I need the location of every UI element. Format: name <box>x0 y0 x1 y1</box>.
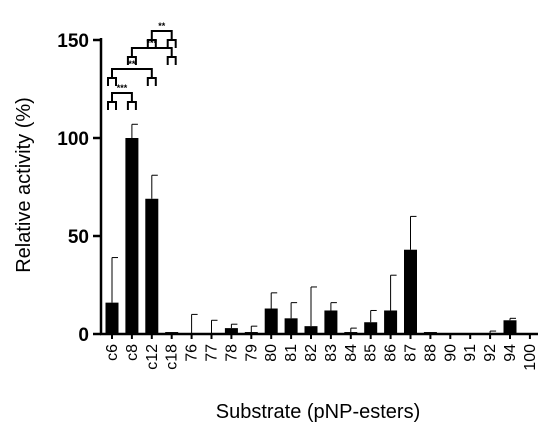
y-tick-label-0: 0 <box>78 325 89 346</box>
axes <box>93 38 538 339</box>
error-bar-78 <box>230 323 238 329</box>
sig-label-c6-c8: *** <box>117 83 128 93</box>
y-tick-label-50: 50 <box>68 227 89 248</box>
y-axis-title: Relative activity (%) <box>13 97 35 273</box>
sig-label-c12-c18: ** <box>158 21 166 31</box>
x-tick-label-94: 94 <box>502 344 519 362</box>
x-tick-label-88: 88 <box>422 344 439 362</box>
x-tick-label-82: 82 <box>303 344 320 362</box>
x-tick-label-c18: c18 <box>164 344 181 370</box>
x-tick-label-85: 85 <box>363 344 380 362</box>
x-tick-label-81: 81 <box>283 344 300 362</box>
error-bar-80 <box>270 292 278 309</box>
x-tick-label-83: 83 <box>323 344 340 362</box>
error-bar-c6 <box>111 257 118 303</box>
bar-94 <box>503 320 517 334</box>
error-bar-81 <box>290 302 298 319</box>
bars <box>105 138 537 334</box>
bar-81 <box>284 318 298 334</box>
error-bar-85 <box>370 309 377 323</box>
error-bar-86 <box>390 274 397 311</box>
bar-83 <box>324 310 338 334</box>
error-bar-79 <box>250 325 258 333</box>
bar-86 <box>384 310 398 334</box>
x-tick-label-c6: c6 <box>104 344 121 361</box>
error-bar-77 <box>211 319 218 333</box>
sig-bracket-c12-c18: ** <box>146 21 177 48</box>
sig-label-c6-c12: ** <box>128 59 136 69</box>
x-tick-label-80: 80 <box>263 344 280 362</box>
x-tick-label-c12: c12 <box>144 344 161 370</box>
x-tick-label-c8: c8 <box>124 344 141 361</box>
y-tick-label-100: 100 <box>57 129 89 150</box>
bar-c8 <box>125 138 139 334</box>
significance-brackets: ********** <box>107 21 177 110</box>
error-bar-c8 <box>131 123 138 138</box>
error-bar-94 <box>509 317 516 321</box>
x-tick-label-90: 90 <box>442 344 459 362</box>
error-bar-76 <box>191 313 198 333</box>
sig-bracket-c6-c12: ** <box>107 59 157 86</box>
x-tick-label-79: 79 <box>243 344 260 362</box>
error-bar-92 <box>489 330 497 333</box>
bar-80 <box>264 308 278 334</box>
x-tick-label-92: 92 <box>482 344 499 362</box>
x-tick-label-91: 91 <box>462 344 479 362</box>
tick-labels: c6 c8 c12 c18 76 77 78 79 80 81 82 83 84 85 86 87 88 90 91… <box>57 31 539 371</box>
x-tick-label-78: 78 <box>223 344 240 362</box>
bar-82 <box>304 326 318 334</box>
sig-bracket-c8-c18: *** <box>126 38 177 65</box>
bar-c12 <box>145 198 159 334</box>
error-bar-84 <box>350 327 357 333</box>
error-bar-c12 <box>151 174 158 199</box>
bar-78 <box>224 328 238 334</box>
error-bar-82 <box>310 286 317 327</box>
sig-bracket-c6-c8: *** <box>107 83 137 110</box>
sig-label-c8-c18: *** <box>147 38 158 48</box>
bar-85 <box>364 322 378 334</box>
x-axis-title: Substrate (pNP-esters) <box>216 401 421 423</box>
x-tick-label-77: 77 <box>204 344 221 362</box>
x-tick-label-87: 87 <box>403 344 420 362</box>
y-tick-label-150: 150 <box>57 31 89 52</box>
error-bar-83 <box>330 302 337 311</box>
bar-87 <box>404 249 417 334</box>
x-tick-label-86: 86 <box>383 344 400 362</box>
error-bars <box>111 123 516 333</box>
x-tick-label-100: 100 <box>522 344 539 371</box>
bar-c6 <box>105 302 119 334</box>
x-tick-label-84: 84 <box>343 344 360 362</box>
x-tick-label-76: 76 <box>184 344 201 362</box>
error-bar-87 <box>410 215 417 250</box>
